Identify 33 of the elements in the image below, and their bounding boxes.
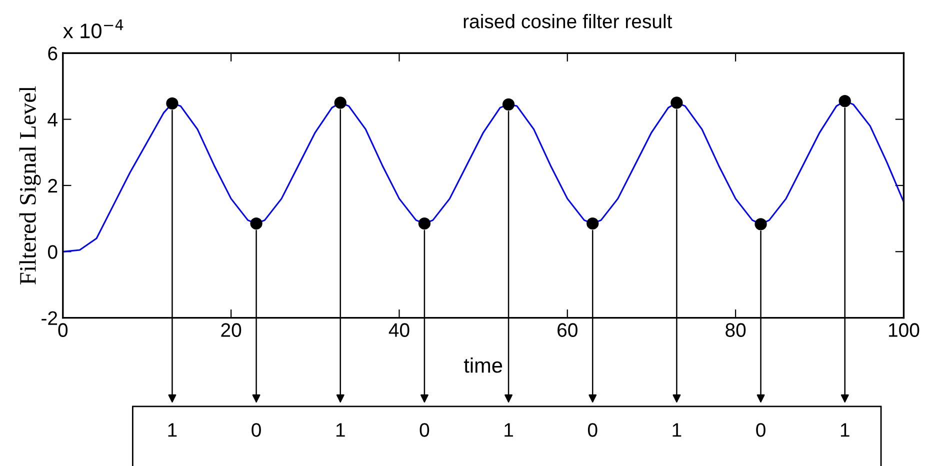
x-tick-label: 100 <box>888 323 920 337</box>
point <box>502 98 515 110</box>
annotation: 0 <box>588 423 598 437</box>
point <box>334 96 346 109</box>
y-tick-label: 6 <box>48 46 58 60</box>
chart-title: raised cosine filter result <box>464 14 672 28</box>
annotation: 0 <box>756 423 766 437</box>
point <box>418 217 431 230</box>
annotation: 1 <box>504 423 513 437</box>
annotation: 0 <box>252 423 261 437</box>
point <box>250 217 262 230</box>
annotation: 1 <box>840 423 850 437</box>
y-tick-label: -2 <box>42 311 58 325</box>
annotation: 1 <box>168 423 177 437</box>
annotation: 1 <box>336 423 345 437</box>
y-axis-title: Filtered Signal Level <box>19 86 41 284</box>
x-tick-label: 40 <box>388 323 410 337</box>
x-tick-label: 80 <box>726 323 746 337</box>
point <box>586 217 599 230</box>
point <box>838 95 851 108</box>
point <box>754 218 767 230</box>
y-tick-label: 0 <box>48 245 58 259</box>
x-tick-label: 60 <box>558 323 578 337</box>
x-tick-label: 20 <box>221 323 242 337</box>
y-tick-label: 4 <box>48 112 58 126</box>
text: x 10$^{−4}$ <box>63 19 124 38</box>
point <box>166 97 178 110</box>
x-tick-label: 0 <box>58 323 68 337</box>
y-tick-label: 2 <box>48 178 58 193</box>
annotation: 1 <box>672 423 682 437</box>
x-axis-title: time <box>464 357 502 373</box>
point <box>670 96 683 109</box>
annotation: 0 <box>420 423 430 437</box>
